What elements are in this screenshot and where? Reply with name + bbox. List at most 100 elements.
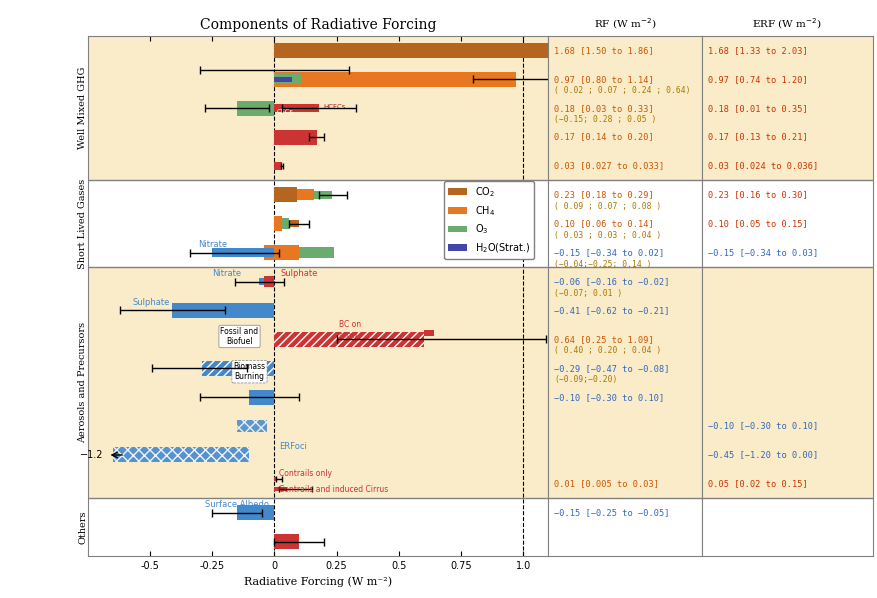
Text: Sulphate: Sulphate <box>132 298 170 307</box>
Text: ( 0.09 ; 0.07 ; 0.08 ): ( 0.09 ; 0.07 ; 0.08 ) <box>554 202 661 211</box>
Bar <box>237 505 275 520</box>
Text: Nitrate: Nitrate <box>211 269 241 278</box>
Text: −0.15 [−0.34 to 0.03]: −0.15 [−0.34 to 0.03] <box>709 248 819 257</box>
Text: CH₄: CH₄ <box>556 75 577 84</box>
Bar <box>424 330 433 335</box>
Bar <box>275 74 302 84</box>
Bar <box>88 267 548 498</box>
Bar <box>275 162 282 170</box>
Legend: CO$_2$, CH$_4$, O$_3$, H$_2$O(Strat.): CO$_2$, CH$_4$, O$_3$, H$_2$O(Strat.) <box>444 181 534 258</box>
Bar <box>88 498 548 556</box>
Text: −0.15 [−0.34 to 0.02]: −0.15 [−0.34 to 0.02] <box>554 248 665 257</box>
Bar <box>548 181 702 267</box>
Text: Black Carbon: Black Carbon <box>556 335 627 344</box>
Text: 0.23 [0.16 to 0.30]: 0.23 [0.16 to 0.30] <box>709 190 809 199</box>
Text: 0.01 [0.005 to 0.03]: 0.01 [0.005 to 0.03] <box>554 480 660 489</box>
Text: ( 0.40 ; 0.20 ; 0.04 ): ( 0.40 ; 0.20 ; 0.04 ) <box>554 346 661 355</box>
Text: (−0.07; 0.01 ): (−0.07; 0.01 ) <box>554 289 623 298</box>
Bar <box>88 36 548 181</box>
Text: Fossil and
Biofuel: Fossil and Biofuel <box>220 327 259 346</box>
Bar <box>275 77 292 82</box>
Text: 0.03 [0.024 to 0.036]: 0.03 [0.024 to 0.036] <box>709 161 819 170</box>
Text: ERF (W m$^{-2}$): ERF (W m$^{-2}$) <box>752 16 823 30</box>
Text: NMVOC: NMVOC <box>556 219 599 228</box>
Text: N₂O: N₂O <box>556 133 577 142</box>
Text: 1.68 [1.50 to 1.86]: 1.68 [1.50 to 1.86] <box>554 46 654 55</box>
Text: ( 0.03 ; 0.03 ; 0.04 ): ( 0.03 ; 0.03 ; 0.04 ) <box>554 231 661 240</box>
Bar <box>548 498 702 556</box>
Text: Others: Others <box>78 511 87 544</box>
Bar <box>237 100 275 115</box>
Text: Surface Albedo: Surface Albedo <box>205 500 269 509</box>
Text: 0.18 [0.01 to 0.35]: 0.18 [0.01 to 0.35] <box>709 103 809 112</box>
Text: SO₂: SO₂ <box>556 306 575 315</box>
Text: −0.41 [−0.62 to −0.21]: −0.41 [−0.62 to −0.21] <box>554 306 670 315</box>
Bar <box>264 245 299 260</box>
Text: 0.10 [0.05 to 0.15]: 0.10 [0.05 to 0.15] <box>709 219 809 228</box>
Text: Land Use: Land Use <box>556 508 605 517</box>
Bar <box>548 36 702 181</box>
Bar <box>172 303 275 318</box>
Text: 0.97 [0.80 to 1.14]: 0.97 [0.80 to 1.14] <box>554 75 654 84</box>
Bar <box>275 332 424 347</box>
Bar <box>296 189 314 200</box>
Bar <box>282 218 289 229</box>
Bar <box>112 447 249 462</box>
Bar <box>237 420 267 432</box>
X-axis label: Radiative Forcing (W m⁻²): Radiative Forcing (W m⁻²) <box>244 576 392 587</box>
Bar <box>275 216 282 231</box>
Text: Contrails and induced Cirrus: Contrails and induced Cirrus <box>280 485 389 494</box>
Text: 0.10 [0.06 to 0.14]: 0.10 [0.06 to 0.14] <box>554 219 654 228</box>
Text: Contrails only: Contrails only <box>280 468 332 478</box>
Text: RF (W m$^{-2}$): RF (W m$^{-2}$) <box>594 16 656 30</box>
Bar <box>275 72 516 87</box>
Bar <box>702 498 873 556</box>
Bar <box>702 267 873 498</box>
Text: Aerosol–Cloud: Aerosol–Cloud <box>556 450 631 459</box>
Text: RFari Rapid Adjust.: RFari Rapid Adjust. <box>556 422 658 431</box>
Text: CO: CO <box>556 190 572 199</box>
Text: Aircraft: Aircraft <box>556 480 596 489</box>
Bar <box>275 534 299 549</box>
Text: −1.2: −1.2 <box>81 450 103 460</box>
Text: 0.23 [0.18 to 0.29]: 0.23 [0.18 to 0.29] <box>554 190 654 199</box>
Text: (−0.04;−0.25; 0.14 ): (−0.04;−0.25; 0.14 ) <box>554 260 652 269</box>
Bar <box>275 477 277 481</box>
Text: Nitrate: Nitrate <box>198 240 227 249</box>
Bar <box>275 130 317 145</box>
Text: ( 0.02 ; 0.07 ; 0.24 ; 0.64): ( 0.02 ; 0.07 ; 0.24 ; 0.64) <box>554 86 691 95</box>
Text: 0.17 [0.13 to 0.21]: 0.17 [0.13 to 0.21] <box>709 133 809 142</box>
Text: CO₂: CO₂ <box>556 46 576 55</box>
Bar <box>702 36 873 181</box>
Text: 0.64 [0.25 to 1.09]: 0.64 [0.25 to 1.09] <box>554 335 654 344</box>
Text: HFCs–PFCs–SF₆: HFCs–PFCs–SF₆ <box>556 161 641 170</box>
Text: NOₓ: NOₓ <box>556 248 578 257</box>
Text: CFCs: CFCs <box>277 109 294 115</box>
Text: Biomass
Burning: Biomass Burning <box>233 362 266 382</box>
Text: Organic Carbon: Organic Carbon <box>556 364 640 373</box>
Text: −0.10 [−0.30 to 0.10]: −0.10 [−0.30 to 0.10] <box>554 393 665 402</box>
Title: Components of Radiative Forcing: Components of Radiative Forcing <box>200 18 436 32</box>
Text: 0.03 [0.027 to 0.033]: 0.03 [0.027 to 0.033] <box>554 161 665 170</box>
Bar <box>275 187 296 202</box>
Text: ERFoci: ERFoci <box>280 443 307 451</box>
Text: 0.17 [0.14 to 0.20]: 0.17 [0.14 to 0.20] <box>554 133 654 142</box>
Text: Short Lived Gases: Short Lived Gases <box>78 179 87 269</box>
Text: Well Mixed GHG: Well Mixed GHG <box>78 67 87 150</box>
Text: NH₃: NH₃ <box>556 277 578 286</box>
Text: 0.05 [0.02 to 0.15]: 0.05 [0.02 to 0.15] <box>709 480 809 489</box>
Bar <box>275 487 287 491</box>
Bar <box>314 191 332 199</box>
Text: −0.29 [−0.47 to −0.08]: −0.29 [−0.47 to −0.08] <box>554 364 670 373</box>
Text: Sulphate: Sulphate <box>281 269 318 278</box>
Text: 0.18 [0.03 to 0.33]: 0.18 [0.03 to 0.33] <box>554 103 654 112</box>
Bar <box>203 361 275 376</box>
Bar <box>212 248 275 257</box>
Text: Aerosols and Precursors: Aerosols and Precursors <box>78 322 87 443</box>
Text: HCFCs: HCFCs <box>323 103 346 109</box>
Text: −0.10 [−0.30 to 0.10]: −0.10 [−0.30 to 0.10] <box>709 422 819 431</box>
Bar <box>264 276 275 287</box>
Text: −0.15 [−0.25 to −0.05]: −0.15 [−0.25 to −0.05] <box>554 508 670 517</box>
Text: (−0.15; 0.28 ; 0.05 ): (−0.15; 0.28 ; 0.05 ) <box>554 115 657 124</box>
Bar <box>275 43 693 58</box>
